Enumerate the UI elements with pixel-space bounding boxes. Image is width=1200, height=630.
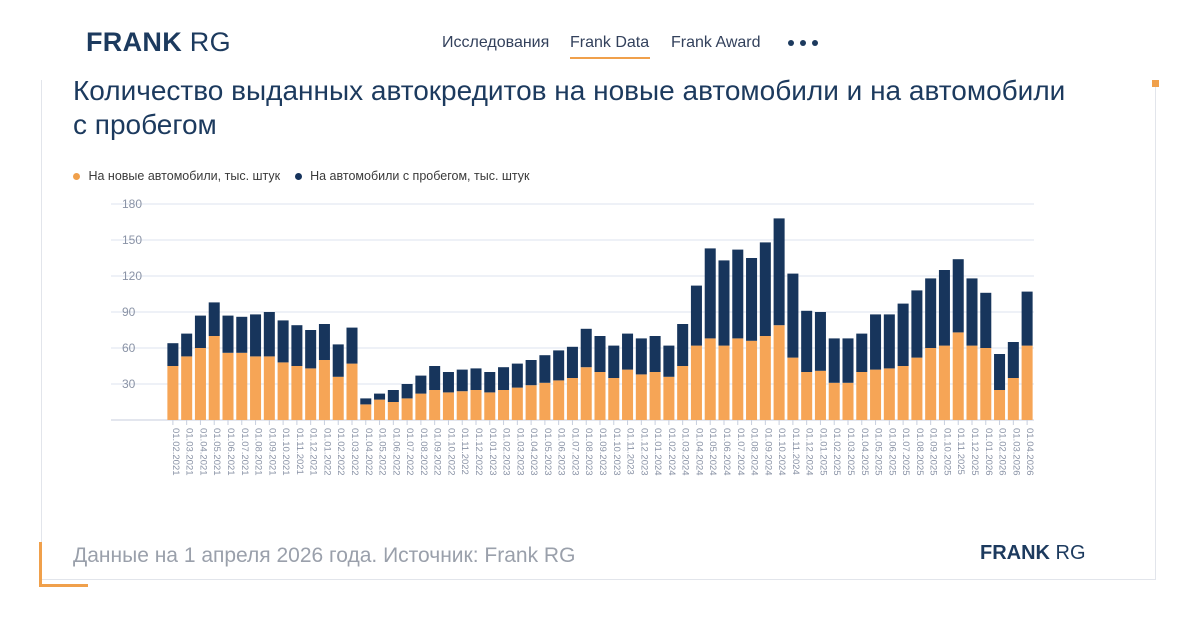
- svg-text:01.02.2024: 01.02.2024: [666, 428, 677, 476]
- svg-text:01.11.2022: 01.11.2022: [459, 428, 470, 475]
- svg-text:01.09.2025: 01.09.2025: [928, 428, 939, 476]
- svg-text:01.05.2024: 01.05.2024: [707, 428, 718, 476]
- svg-text:01.08.2025: 01.08.2025: [914, 428, 925, 476]
- svg-text:01.07.2025: 01.07.2025: [900, 428, 911, 476]
- svg-text:01.12.2024: 01.12.2024: [804, 428, 815, 476]
- svg-text:01.03.2025: 01.03.2025: [845, 428, 856, 476]
- svg-text:01.05.2022: 01.05.2022: [377, 428, 388, 476]
- svg-text:01.05.2021: 01.05.2021: [211, 428, 222, 476]
- svg-text:01.05.2025: 01.05.2025: [873, 428, 884, 476]
- svg-text:01.02.2023: 01.02.2023: [501, 428, 512, 476]
- svg-text:01.06.2025: 01.06.2025: [886, 428, 897, 476]
- svg-text:01.06.2022: 01.06.2022: [390, 428, 401, 476]
- svg-text:01.07.2021: 01.07.2021: [239, 428, 250, 476]
- svg-text:01.12.2025: 01.12.2025: [969, 428, 980, 476]
- svg-text:01.09.2022: 01.09.2022: [432, 428, 443, 476]
- svg-text:01.01.2024: 01.01.2024: [652, 428, 663, 476]
- svg-text:01.12.2022: 01.12.2022: [473, 428, 484, 476]
- svg-text:01.04.2026: 01.04.2026: [1024, 428, 1035, 476]
- svg-text:01.10.2025: 01.10.2025: [941, 428, 952, 476]
- svg-text:01.07.2024: 01.07.2024: [735, 428, 746, 476]
- svg-text:01.11.2023: 01.11.2023: [625, 428, 636, 475]
- svg-text:01.04.2022: 01.04.2022: [363, 428, 374, 476]
- svg-text:01.12.2021: 01.12.2021: [308, 428, 319, 476]
- svg-text:150: 150: [122, 233, 142, 247]
- svg-text:01.05.2023: 01.05.2023: [542, 428, 553, 476]
- svg-text:180: 180: [122, 198, 142, 211]
- svg-text:01.03.2023: 01.03.2023: [514, 428, 525, 476]
- svg-text:01.03.2026: 01.03.2026: [1010, 428, 1021, 476]
- svg-text:01.09.2024: 01.09.2024: [762, 428, 773, 476]
- svg-text:01.10.2022: 01.10.2022: [445, 428, 456, 476]
- svg-text:01.03.2024: 01.03.2024: [680, 428, 691, 476]
- svg-text:01.02.2026: 01.02.2026: [997, 428, 1008, 476]
- svg-text:01.07.2023: 01.07.2023: [569, 428, 580, 476]
- svg-text:01.10.2024: 01.10.2024: [776, 428, 787, 476]
- svg-text:01.10.2021: 01.10.2021: [280, 428, 291, 476]
- svg-text:01.08.2022: 01.08.2022: [418, 428, 429, 476]
- svg-text:01.01.2023: 01.01.2023: [487, 428, 498, 476]
- svg-text:01.03.2021: 01.03.2021: [184, 428, 195, 476]
- svg-text:01.01.2026: 01.01.2026: [983, 428, 994, 476]
- svg-text:01.04.2023: 01.04.2023: [528, 428, 539, 476]
- svg-text:01.06.2023: 01.06.2023: [556, 428, 567, 476]
- svg-text:01.08.2023: 01.08.2023: [583, 428, 594, 476]
- svg-text:60: 60: [122, 341, 136, 355]
- svg-text:01.02.2025: 01.02.2025: [831, 428, 842, 476]
- svg-text:01.08.2024: 01.08.2024: [749, 428, 760, 476]
- svg-text:90: 90: [122, 305, 136, 319]
- svg-text:01.11.2024: 01.11.2024: [790, 428, 801, 475]
- svg-text:01.11.2025: 01.11.2025: [955, 428, 966, 475]
- svg-text:01.04.2024: 01.04.2024: [693, 428, 704, 476]
- svg-text:01.09.2023: 01.09.2023: [597, 428, 608, 476]
- svg-text:01.01.2025: 01.01.2025: [817, 428, 828, 476]
- svg-text:01.06.2024: 01.06.2024: [721, 428, 732, 476]
- svg-text:01.07.2022: 01.07.2022: [404, 428, 415, 476]
- svg-text:01.01.2022: 01.01.2022: [321, 428, 332, 476]
- svg-text:01.04.2021: 01.04.2021: [197, 428, 208, 476]
- svg-text:01.12.2023: 01.12.2023: [638, 428, 649, 476]
- svg-text:30: 30: [122, 377, 136, 391]
- svg-text:120: 120: [122, 269, 142, 283]
- svg-text:01.08.2021: 01.08.2021: [253, 428, 264, 476]
- svg-text:01.11.2021: 01.11.2021: [294, 428, 305, 475]
- svg-text:01.06.2021: 01.06.2021: [225, 428, 236, 476]
- svg-text:01.04.2025: 01.04.2025: [859, 428, 870, 476]
- svg-text:01.10.2023: 01.10.2023: [611, 428, 622, 476]
- svg-text:01.02.2021: 01.02.2021: [170, 428, 181, 476]
- svg-text:01.03.2022: 01.03.2022: [349, 428, 360, 476]
- svg-text:01.02.2022: 01.02.2022: [335, 428, 346, 476]
- svg-text:01.09.2021: 01.09.2021: [266, 428, 277, 476]
